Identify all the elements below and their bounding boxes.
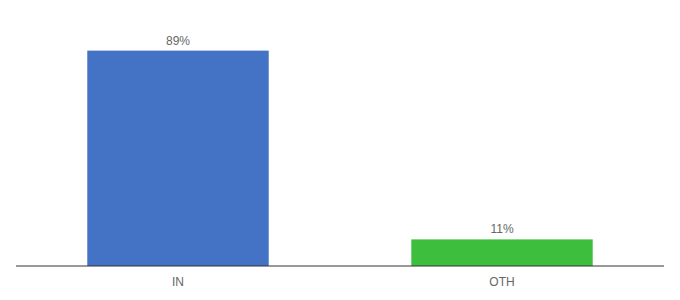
bar [411, 239, 592, 266]
data-labels: 89% 11% [166, 34, 514, 237]
x-tick-label: IN [172, 275, 184, 289]
bars [87, 51, 592, 266]
x-tick-label: OTH [489, 275, 514, 289]
page: {"chart_data": {"type": "bar", "categori… [0, 0, 680, 300]
data-label: 89% [166, 34, 190, 48]
chart-svg: 89% 11% IN OTH [0, 0, 680, 300]
chart-container: 89% 11% IN OTH [0, 0, 680, 300]
bar [87, 51, 268, 266]
x-axis-line [16, 266, 664, 267]
data-label: 11% [490, 222, 513, 236]
x-tick-labels: IN OTH [172, 275, 515, 289]
